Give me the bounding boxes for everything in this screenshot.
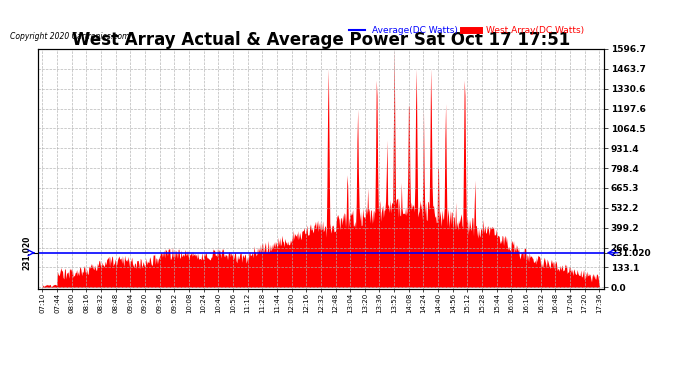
Legend: Average(DC Watts), West Array(DC Watts): Average(DC Watts), West Array(DC Watts) <box>345 22 588 38</box>
Text: Copyright 2020 Cartronics.com: Copyright 2020 Cartronics.com <box>10 32 130 41</box>
Title: West Array Actual & Average Power Sat Oct 17 17:51: West Array Actual & Average Power Sat Oc… <box>72 31 570 49</box>
